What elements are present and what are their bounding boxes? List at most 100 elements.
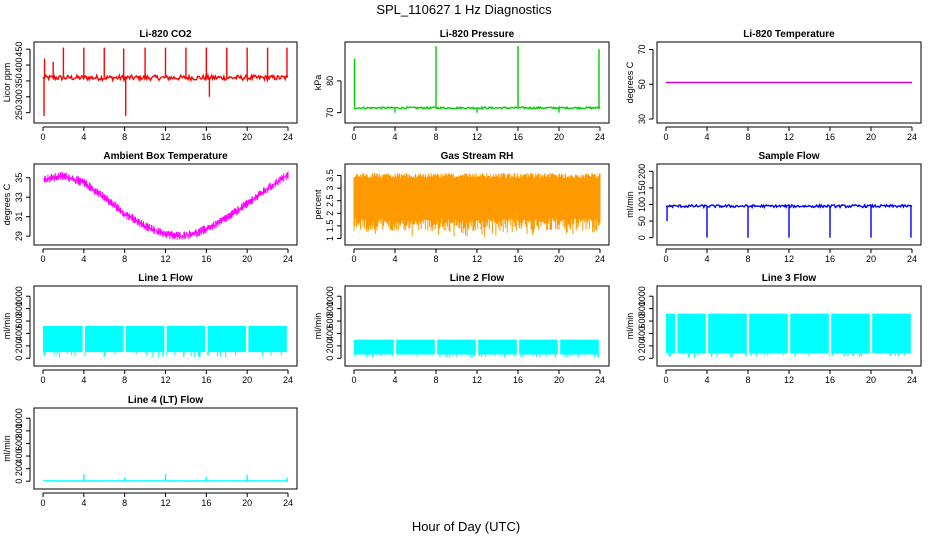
y-tick-label: 35 — [14, 173, 24, 183]
plot-frame — [33, 41, 298, 124]
series-streaks — [354, 354, 600, 358]
plot-frame — [344, 285, 610, 367]
panel-title: Gas Stream RH — [441, 151, 514, 162]
y-axis-label: ml/min — [625, 313, 635, 340]
x-tick-label: 0 — [40, 375, 45, 385]
x-tick-label: 8 — [745, 254, 750, 264]
x-tick-label: 0 — [40, 498, 45, 508]
y-tick-label: 400 — [14, 449, 24, 464]
x-tick-label: 12 — [160, 375, 170, 385]
y-tick-label: 400 — [14, 58, 24, 73]
x-tick-label: 20 — [554, 254, 564, 264]
x-tick-label: 0 — [663, 375, 668, 385]
y-tick-label: 200 — [637, 338, 647, 353]
y-tick-label: 400 — [637, 326, 647, 341]
y-tick-label: 400 — [14, 326, 24, 341]
panel-10: Line 4 (LT) Flow ml/min 0 4 8 12 16 20 24 0 200400… — [2, 395, 298, 508]
y-axis-label: degrees C — [2, 183, 12, 225]
x-tick-label: 16 — [201, 132, 211, 142]
y-axis-label: ml/min — [313, 313, 323, 340]
x-tick-label: 0 — [40, 132, 45, 142]
y-tick-label: 800 — [637, 301, 647, 316]
series-band — [354, 339, 599, 355]
y-tick-label: 1.5 — [325, 220, 335, 233]
x-tick-label: 16 — [825, 254, 835, 264]
x-tick-label: 8 — [122, 498, 127, 508]
x-tick-label: 16 — [513, 375, 523, 385]
x-tick-label: 20 — [242, 375, 252, 385]
y-tick-label: 30 — [637, 114, 647, 124]
panel-8: Line 2 Flow ml/min 0 4 8 12 16 20 24 0 20040060080… — [313, 273, 610, 385]
panel-title: Line 1 Flow — [138, 273, 193, 284]
y-tick-label: 450 — [14, 42, 24, 57]
x-tick-label: 4 — [81, 375, 86, 385]
x-tick-label: 4 — [392, 375, 397, 385]
y-tick-label: 0 — [14, 479, 24, 484]
x-tick-label: 24 — [283, 254, 293, 264]
x-tick-label: 0 — [40, 254, 45, 264]
y-axis-label: ml/min — [2, 313, 12, 340]
x-tick-label: 12 — [472, 254, 482, 264]
x-tick-label: 20 — [242, 132, 252, 142]
y-tick-label: 800 — [14, 423, 24, 438]
y-tick-label: 250 — [14, 105, 24, 120]
x-tick-label: 12 — [160, 498, 170, 508]
y-tick-label: 800 — [325, 301, 335, 316]
y-axis-label: percent — [313, 189, 323, 220]
x-tick-label: 4 — [81, 254, 86, 264]
panel-2: Li-820 Pressure kPa 0 4 8 12 16 20 24 70 80 — [313, 29, 610, 142]
x-tick-label: 12 — [160, 254, 170, 264]
y-tick-label: 800 — [14, 301, 24, 316]
x-tick-label: 20 — [554, 375, 564, 385]
y-tick-label: 1000 — [325, 286, 335, 306]
plot-frame — [344, 163, 610, 246]
y-axis-label: degrees C — [625, 61, 635, 103]
x-tick-label: 20 — [866, 375, 876, 385]
x-tick-label: 24 — [283, 498, 293, 508]
x-tick-label: 12 — [784, 375, 794, 385]
y-axis-label: Licor ppm — [2, 63, 12, 103]
y-tick-label: 600 — [14, 436, 24, 451]
x-tick-label: 8 — [745, 375, 750, 385]
y-tick-label: 29 — [14, 231, 24, 241]
plot-frame — [344, 41, 610, 124]
x-tick-label: 20 — [866, 132, 876, 142]
panel-9: Line 3 Flow ml/min 0 4 8 12 16 20 24 0 20040060080… — [625, 273, 922, 385]
y-tick-label: 0 — [14, 356, 24, 361]
y-tick-label: 3 — [325, 186, 335, 191]
y-tick-label: 600 — [637, 314, 647, 329]
x-tick-label: 20 — [242, 254, 252, 264]
x-tick-label: 8 — [433, 254, 438, 264]
y-tick-label: 70 — [637, 44, 647, 54]
series-streaks — [668, 353, 906, 358]
x-tick-label: 16 — [825, 375, 835, 385]
y-tick-label: 0 — [637, 356, 647, 361]
x-tick-label: 12 — [784, 254, 794, 264]
x-tick-label: 24 — [907, 254, 917, 264]
x-tick-label: 24 — [595, 132, 605, 142]
y-tick-label: 1 — [325, 236, 335, 241]
series-streaks — [43, 352, 282, 358]
y-tick-label: 31 — [14, 212, 24, 222]
plot-frame — [33, 407, 298, 490]
x-tick-label: 16 — [201, 375, 211, 385]
y-tick-label: 200 — [637, 164, 647, 179]
panel-title: Line 2 Flow — [450, 273, 505, 284]
x-tick-label: 8 — [122, 254, 127, 264]
panel-4: Ambient Box Temperature degrees C 0 4 8 12 16 2… — [2, 151, 298, 264]
y-tick-label: 1000 — [14, 408, 24, 428]
y-axis-label: kPa — [313, 75, 323, 91]
x-tick-label: 4 — [392, 254, 397, 264]
y-tick-label: 100 — [637, 197, 647, 212]
x-tick-label: 12 — [472, 132, 482, 142]
y-tick-label: 50 — [637, 79, 647, 89]
x-tick-label: 4 — [392, 132, 397, 142]
panel-title: Line 3 Flow — [762, 273, 817, 284]
y-tick-label: 50 — [637, 216, 647, 226]
x-tick-label: 8 — [433, 132, 438, 142]
x-tick-label: 24 — [595, 375, 605, 385]
y-tick-label: 70 — [325, 108, 335, 118]
y-tick-label: 33 — [14, 192, 24, 202]
